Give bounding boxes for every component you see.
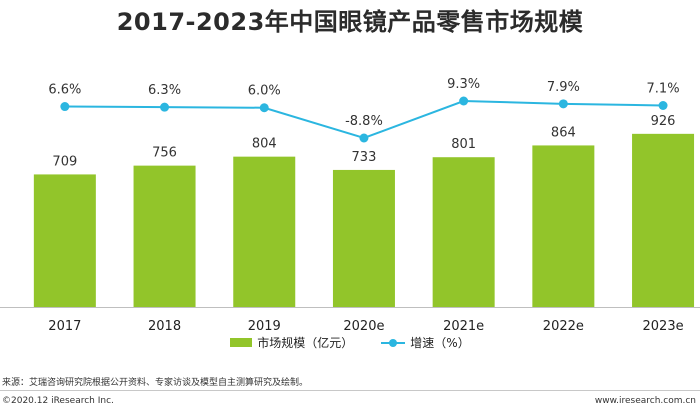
bar-2022e	[532, 145, 595, 307]
copyright: ©2020.12 iResearch Inc.	[2, 396, 114, 406]
growth-value-labels: 6.6% 6.3% 6.0% -8.8% 9.3% 7.9% 7.1%	[48, 77, 679, 129]
legend-line-swatch	[381, 338, 406, 348]
x-tick-2021e: 2021e	[443, 319, 484, 334]
bar-label-2021e: 801	[451, 137, 476, 152]
bar-2023e	[632, 133, 695, 307]
growth-point-2021e	[459, 96, 469, 106]
bar-2017	[33, 174, 96, 307]
growth-label-2023e: 7.1%	[647, 81, 680, 96]
bar-label-2019: 804	[252, 137, 277, 152]
x-tick-2019: 2019	[248, 319, 281, 334]
growth-point-2019	[259, 103, 269, 113]
legend-item-growth: 增速（%）	[381, 334, 470, 351]
x-tick-2023e: 2023e	[643, 319, 684, 334]
footer-divider	[0, 390, 700, 391]
x-tick-2017: 2017	[48, 319, 81, 334]
growth-points	[60, 96, 668, 143]
website-link[interactable]: www.iresearch.com.cn	[594, 396, 696, 406]
legend-label-market-size: 市场规模（亿元）	[257, 336, 354, 350]
growth-point-2020e	[359, 133, 369, 143]
bar-label-2017: 709	[52, 154, 77, 169]
bar-label-2022e: 864	[551, 125, 576, 140]
chart-area: 709 756 804 733 801 864 926 6.6% 6.3% 6.0% -8.8% 9…	[0, 77, 700, 334]
legend: 市场规模（亿元） 增速（%）	[0, 334, 700, 351]
x-tick-2018: 2018	[148, 319, 181, 334]
bar-label-2023e: 926	[651, 114, 676, 129]
growth-label-2019: 6.0%	[248, 84, 281, 99]
growth-label-2017: 6.6%	[48, 83, 81, 98]
x-tick-2020e: 2020e	[343, 319, 384, 334]
x-tick-2022e: 2022e	[543, 319, 584, 334]
source-note: 来源：艾瑞咨询研究院根据公开资料、专家访谈及模型自主测算研究及绘制。	[2, 378, 309, 388]
bar-2018	[133, 165, 196, 307]
growth-label-2018: 6.3%	[148, 83, 181, 98]
growth-point-2023e	[658, 100, 668, 110]
growth-label-2022e: 7.9%	[547, 80, 580, 95]
growth-label-2021e: 9.3%	[447, 77, 480, 92]
bar-2019	[233, 156, 296, 307]
growth-point-2022e	[558, 99, 568, 109]
bar-value-labels: 709 756 804 733 801 864 926	[52, 114, 675, 170]
bar-2021e	[432, 157, 495, 307]
x-tick-labels: 2017 2018 2019 2020e 2021e 2022e 2023e	[48, 319, 683, 334]
growth-point-2017	[60, 102, 70, 112]
bar-label-2018: 756	[152, 146, 177, 161]
bar-2020e	[332, 169, 395, 307]
legend-bar-swatch	[230, 338, 253, 347]
bar-label-2020e: 733	[352, 150, 377, 165]
bar-series	[33, 133, 695, 307]
growth-label-2020e: -8.8%	[345, 114, 383, 129]
legend-label-growth: 增速（%）	[410, 336, 470, 350]
legend-item-market-size: 市场规模（亿元）	[230, 334, 353, 351]
chart-title: 2017-2023年中国眼镜产品零售市场规模	[116, 8, 584, 36]
growth-point-2018	[160, 102, 170, 112]
